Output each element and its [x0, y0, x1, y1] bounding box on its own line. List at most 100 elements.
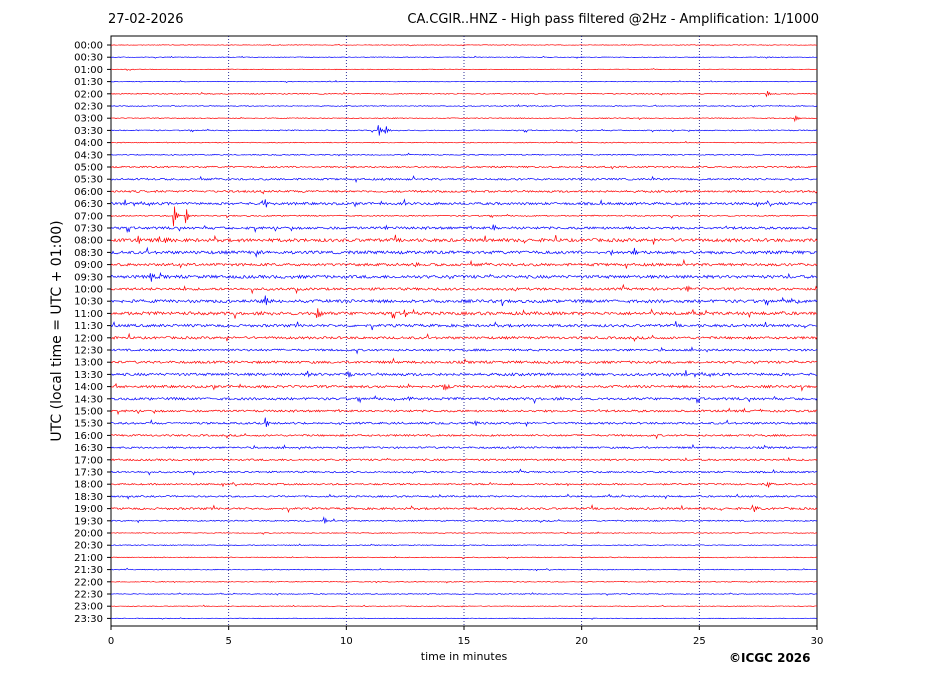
- row-label: 16:30: [74, 443, 103, 454]
- row-label: 18:30: [74, 492, 103, 503]
- x-tick-label: 30: [811, 636, 824, 647]
- y-axis-label: UTC (local time = UTC + 01:00): [49, 220, 65, 442]
- trace-0000: [110, 43, 817, 47]
- trace-1900: [110, 503, 818, 514]
- trace-1600: [110, 432, 818, 440]
- trace-0100: [110, 68, 818, 71]
- row-label: 12:30: [74, 346, 103, 357]
- row-label: 00:30: [74, 53, 103, 64]
- row-label: 16:00: [74, 431, 103, 442]
- trace-2200: [110, 580, 818, 584]
- trace-1730: [110, 468, 818, 476]
- row-label: 02:00: [74, 89, 103, 100]
- trace-1000: [110, 283, 818, 295]
- trace-1500: [110, 407, 818, 416]
- x-tick-label: 5: [225, 636, 231, 647]
- row-label: 17:30: [74, 468, 103, 479]
- row-label: 12:00: [74, 333, 103, 344]
- trace-0830: [110, 246, 818, 258]
- x-tick-label: 0: [108, 636, 114, 647]
- x-axis-label: time in minutes: [420, 650, 508, 663]
- trace-1930: [110, 516, 818, 524]
- trace-2130: [110, 567, 818, 572]
- chart-title: CA.CGIR..HNZ - High pass filtered @2Hz -…: [407, 12, 819, 27]
- trace-0330: [110, 125, 818, 136]
- x-tick-label: 15: [458, 636, 471, 647]
- row-label: 13:00: [74, 358, 103, 369]
- trace-0800: [110, 234, 818, 245]
- trace-1430: [110, 395, 818, 405]
- row-label: 11:00: [74, 309, 103, 320]
- row-label: 20:30: [74, 541, 103, 552]
- row-label: 10:00: [74, 285, 103, 296]
- trace-0900: [110, 258, 818, 269]
- trace-0200: [110, 90, 818, 98]
- trace-1100: [110, 308, 818, 319]
- row-label: 04:30: [74, 150, 103, 161]
- trace-2330: [110, 617, 818, 620]
- row-label: 07:00: [74, 211, 103, 222]
- row-label: 05:30: [74, 175, 103, 186]
- trace-2300: [110, 604, 818, 608]
- trace-1300: [110, 357, 818, 365]
- row-label: 08:00: [74, 236, 103, 247]
- trace-1400: [110, 382, 818, 392]
- row-label: 20:00: [74, 529, 103, 540]
- trace-0600: [110, 189, 818, 195]
- row-label: 08:30: [74, 248, 103, 259]
- x-tick-label: 25: [693, 636, 706, 647]
- trace-2100: [110, 556, 818, 560]
- trace-0530: [110, 175, 818, 184]
- x-tick-label: 10: [340, 636, 353, 647]
- row-label: 21:00: [74, 553, 103, 564]
- trace-1830: [110, 493, 818, 500]
- trace-0930: [110, 271, 818, 282]
- trace-2230: [110, 592, 818, 596]
- row-label: 05:00: [74, 163, 103, 174]
- date-label: 27-02-2026: [108, 12, 184, 27]
- row-label: 17:00: [74, 455, 103, 466]
- row-label: 14:00: [74, 382, 103, 393]
- trace-1200: [110, 332, 818, 343]
- trace-1330: [110, 370, 818, 378]
- row-label: 01:30: [74, 77, 103, 88]
- row-label: 23:30: [74, 614, 103, 625]
- row-label: 04:00: [74, 138, 103, 149]
- row-label: 11:30: [74, 321, 103, 332]
- x-tick-label: 20: [575, 636, 588, 647]
- trace-1230: [110, 346, 818, 355]
- trace-0700: [110, 206, 818, 227]
- row-label: 07:30: [74, 224, 103, 235]
- trace-1530: [110, 417, 818, 428]
- row-label: 22:00: [74, 577, 103, 588]
- row-label: 15:30: [74, 419, 103, 430]
- copyright-label: ©ICGC 2026: [729, 651, 811, 665]
- row-label: 19:30: [74, 516, 103, 527]
- row-label: 03:30: [74, 126, 103, 137]
- row-label: 15:00: [74, 407, 103, 418]
- trace-0230: [110, 104, 818, 108]
- trace-0500: [110, 165, 818, 170]
- trace-0430: [110, 152, 818, 157]
- trace-1800: [110, 481, 818, 488]
- row-label: 06:00: [74, 187, 103, 198]
- row-label: 14:30: [74, 394, 103, 405]
- row-label: 21:30: [74, 565, 103, 576]
- row-label: 01:00: [74, 65, 103, 76]
- trace-1700: [110, 456, 818, 462]
- row-label: 10:30: [74, 297, 103, 308]
- trace-1030: [110, 295, 818, 307]
- row-label: 22:30: [74, 590, 103, 601]
- trace-1630: [110, 443, 818, 450]
- trace-1130: [110, 321, 818, 331]
- trace-0130: [110, 80, 818, 83]
- row-label: 19:00: [74, 504, 103, 515]
- row-label: 23:00: [74, 602, 103, 613]
- trace-0300: [110, 115, 818, 123]
- trace-0630: [110, 198, 818, 208]
- trace-0400: [110, 140, 818, 144]
- trace-0030: [110, 55, 818, 59]
- trace-2030: [110, 543, 818, 547]
- row-label: 02:30: [74, 102, 103, 113]
